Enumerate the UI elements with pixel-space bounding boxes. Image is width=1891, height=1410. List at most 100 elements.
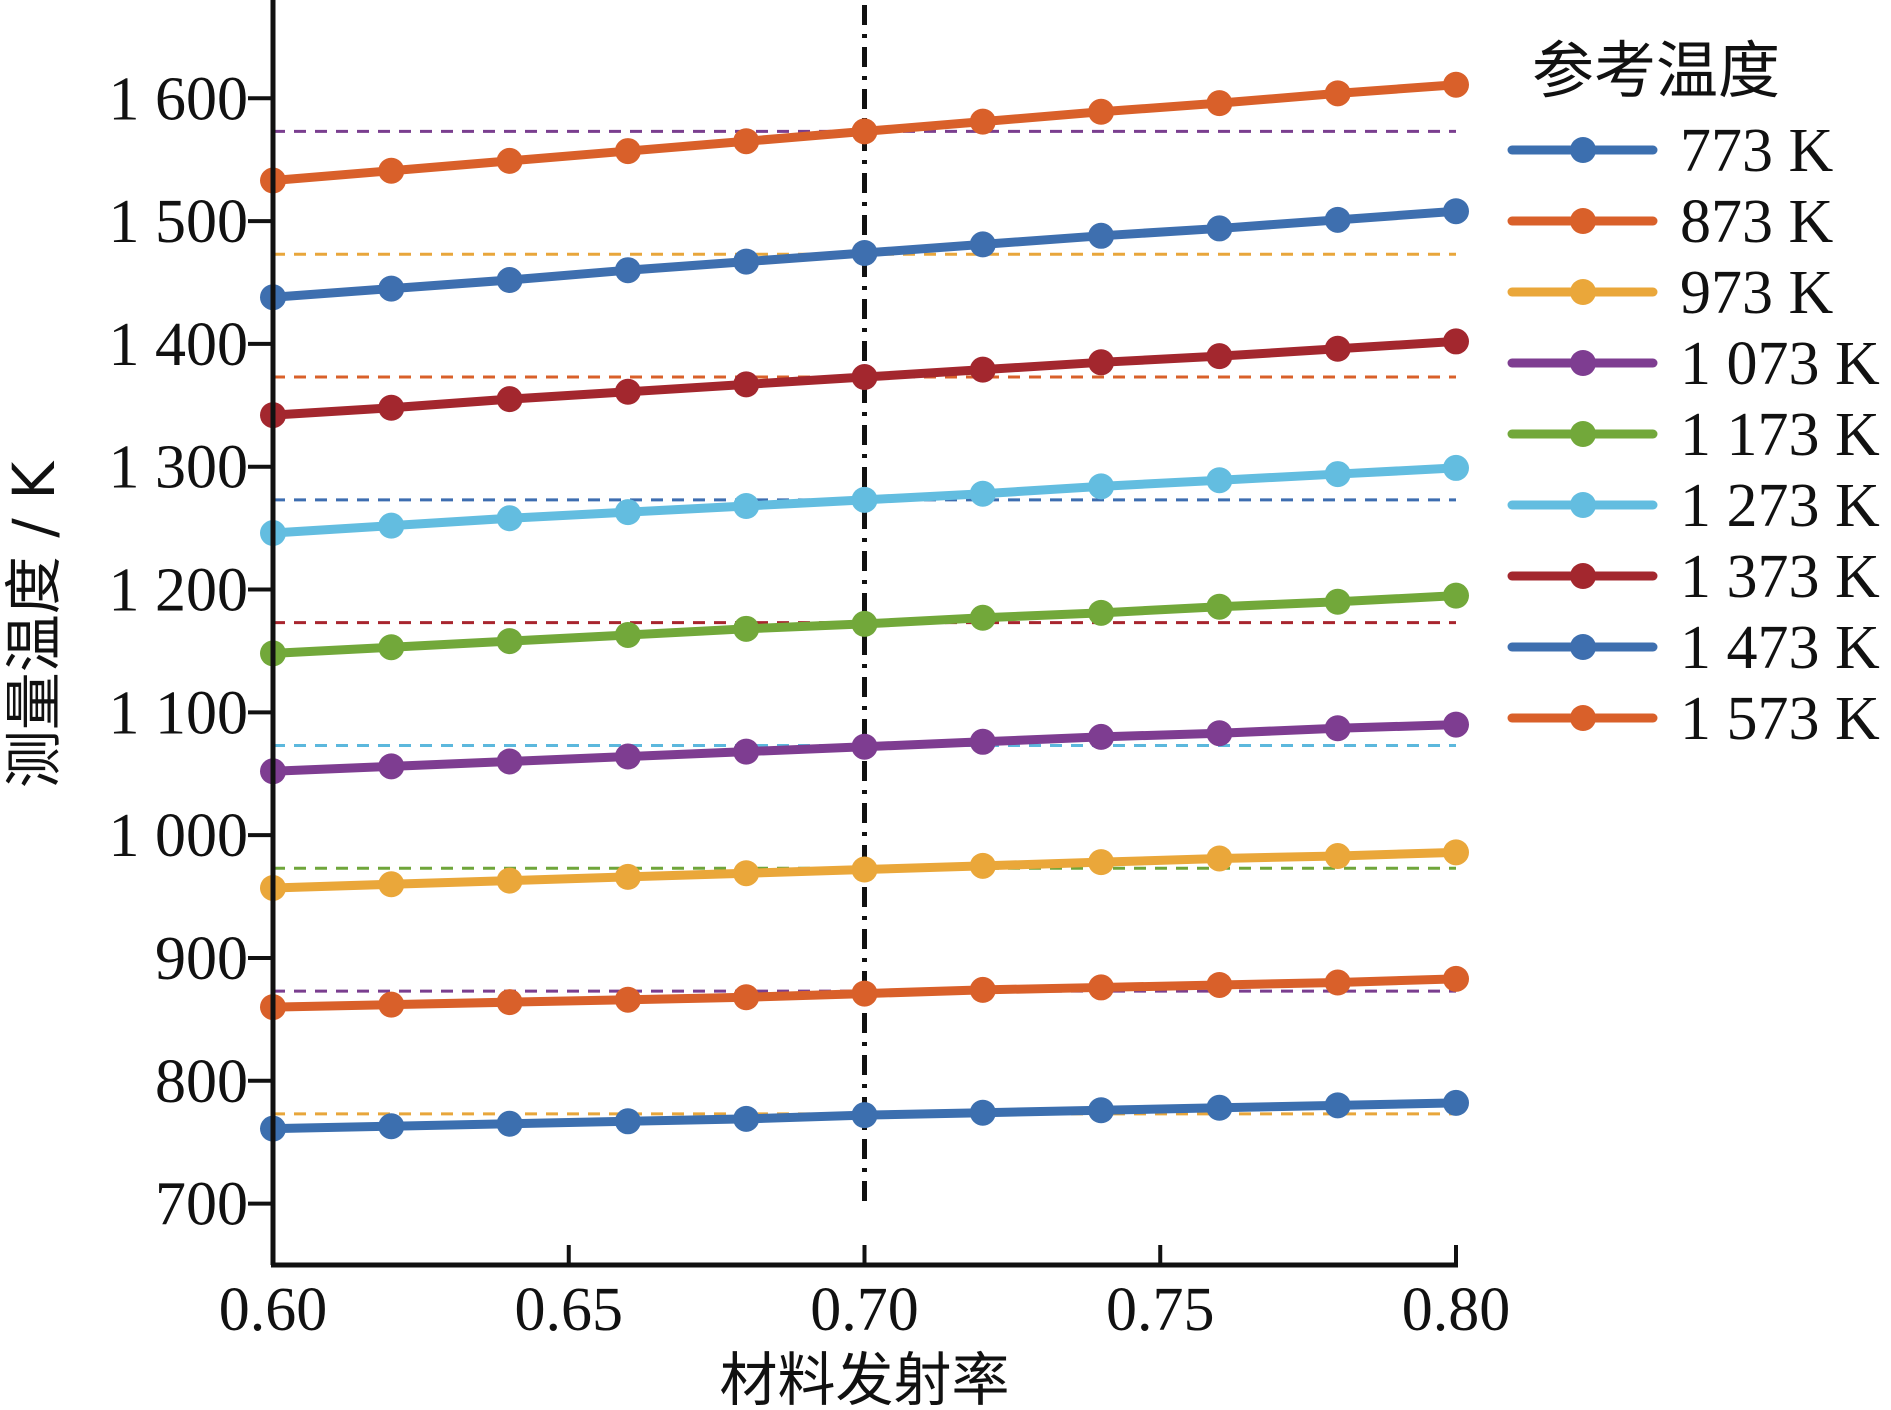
data-point [851,240,878,266]
data-point [1206,720,1233,747]
y-tick-label: 1 100 [109,679,249,747]
data-point [378,394,405,421]
series-9 [260,71,1469,194]
data-point [496,1110,523,1137]
data-point [851,486,878,513]
y-tick-label: 800 [155,1048,248,1116]
data-point [378,634,405,661]
data-point [496,628,523,655]
data-point [851,610,878,637]
data-point [1206,845,1233,872]
series-5 [260,582,1469,667]
legend-swatch-marker [1570,634,1596,660]
data-point [1324,969,1351,996]
legend-item: 973 K [1507,259,1834,327]
legend-item: 1 573 K [1507,685,1880,753]
legend-title: 参考温度 [1532,34,1780,107]
data-point [614,986,641,1013]
legend-label: 1 473 K [1680,614,1880,682]
data-point [969,1099,996,1126]
data-point [969,231,996,258]
legend-item: 1 373 K [1507,543,1880,611]
series-2 [260,965,1469,1021]
series-8 [260,198,1469,311]
data-point [1324,1092,1351,1119]
data-point [1088,849,1115,876]
legend-label: 873 K [1680,188,1834,256]
data-point [851,980,878,1007]
data-point [969,480,996,507]
data-point [851,856,878,883]
legend-swatch-marker [1570,563,1596,589]
data-point [1206,343,1233,370]
data-point [378,1113,405,1140]
data-point [733,248,760,275]
data-point [496,505,523,532]
data-point [1443,1089,1469,1116]
legend-label: 973 K [1680,259,1834,327]
data-point [378,275,405,302]
data-point [614,138,641,165]
data-point [1088,723,1115,750]
data-point [496,267,523,294]
x-axis-title: 材料发射率 [719,1346,1009,1410]
y-tick-label: 1 500 [109,188,249,256]
data-point [969,604,996,631]
legend-item: 1 473 K [1507,614,1880,682]
data-point [969,852,996,879]
y-tick-label: 700 [155,1171,248,1239]
data-point [1443,711,1469,738]
data-point [733,984,760,1011]
data-point [1443,965,1469,992]
data-point [1206,593,1233,620]
data-point [733,128,760,155]
data-point [969,108,996,135]
data-point [614,257,641,284]
legend-swatch-marker [1570,705,1596,731]
data-point [1206,1094,1233,1121]
data-point [1443,328,1469,355]
y-tick-label: 1 400 [109,311,249,379]
series-1 [260,1089,1469,1142]
data-point [378,991,405,1018]
legend-item: 873 K [1507,188,1834,256]
data-point [1206,971,1233,998]
data-point [851,118,878,145]
data-point [1088,1097,1115,1124]
data-point [378,157,405,184]
legend-item: 1 173 K [1507,401,1880,469]
legend-label: 1 373 K [1680,543,1880,611]
data-point [614,621,641,648]
data-point [969,728,996,755]
data-point [851,1102,878,1129]
data-point [1088,974,1115,1001]
data-point [1443,582,1469,609]
data-point [1324,335,1351,362]
legend-swatch-marker [1570,421,1596,447]
series-lines [260,71,1469,1142]
data-point [614,378,641,405]
legend-label: 1 173 K [1680,401,1880,469]
x-tick-label: 0.80 [1402,1276,1511,1344]
data-point [1324,461,1351,488]
data-point [614,499,641,526]
y-tick-label: 1 000 [109,802,249,870]
data-point [969,356,996,383]
x-tick-label: 0.60 [219,1276,328,1344]
legend-swatch-marker [1570,492,1596,518]
data-point [733,615,760,642]
legend-swatch-marker [1570,137,1596,163]
legend-swatch-marker [1570,279,1596,305]
data-point [1088,98,1115,125]
data-point [1088,599,1115,626]
series-3 [260,839,1469,901]
data-point [1324,206,1351,233]
y-axis-title: 测量温度 / K [0,460,68,788]
y-tick-label: 1 600 [109,65,249,133]
data-point [1443,71,1469,98]
data-point [614,1108,641,1135]
y-tick-label: 900 [155,925,248,993]
tick-labels: 700 800 900 1 000 1 100 1 200 1 300 1 400 1 500 1… [109,65,1511,1344]
